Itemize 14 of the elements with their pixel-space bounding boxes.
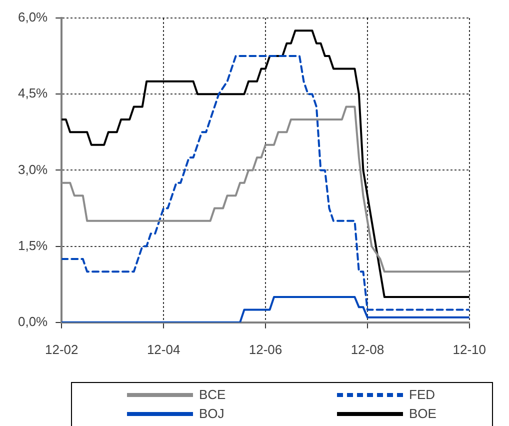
y-tick-label: 6,0% <box>18 10 48 25</box>
legend-label: BOE <box>409 406 436 421</box>
legend-label: FED <box>409 387 435 402</box>
x-tick-label: 12-02 <box>45 342 78 357</box>
y-tick-label: 1,5% <box>18 238 48 253</box>
legend-label: BCE <box>199 387 226 402</box>
y-tick-label: 0,0% <box>18 314 48 329</box>
x-tick-label: 12-08 <box>350 342 384 357</box>
y-tick-label: 3,0% <box>18 162 48 177</box>
legend-label: BOJ <box>199 406 224 421</box>
x-tick-label: 12-06 <box>248 342 282 357</box>
y-tick-label: 4,5% <box>18 86 48 101</box>
x-tick-label: 12-10 <box>452 342 486 357</box>
x-tick-label: 12-04 <box>146 342 180 357</box>
